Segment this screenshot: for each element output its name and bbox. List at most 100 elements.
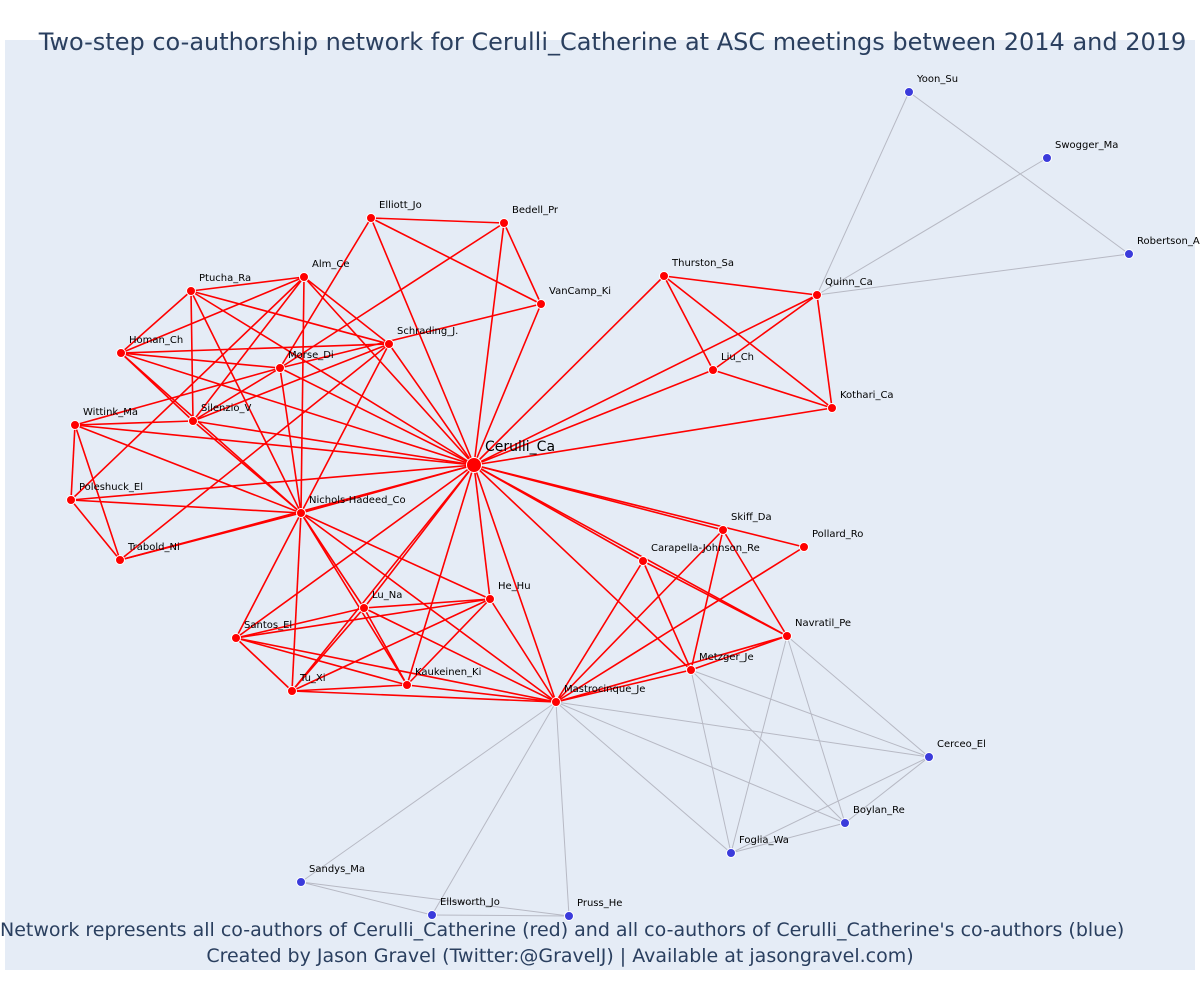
node-Mastrocinque_Je[interactable]: [551, 697, 561, 707]
node-Quinn_Ca[interactable]: [812, 290, 822, 300]
edge-Mastrocinque_Je-Sandys_Ma: [300, 701, 557, 883]
edge-Yoon_Su-Quinn_Ca: [816, 91, 910, 296]
edge-Metzger_Je-Mastrocinque_Je: [555, 669, 692, 703]
edge-Elliott_Jo-VanCamp_Ki: [370, 217, 542, 305]
node-Morse_Di[interactable]: [275, 363, 285, 373]
edge-Cerulli_Ca-Santos_El: [235, 464, 475, 639]
node-label-Liu_Ch: Liu_Ch: [721, 352, 754, 363]
edge-Metzger_Je-Foglia_Wa: [690, 669, 732, 854]
node-Pollard_Ro[interactable]: [799, 542, 809, 552]
edge-Wittink_Ma-Poleshuck_El: [70, 424, 76, 501]
edge-He_Hu-Mastrocinque_Je: [489, 598, 557, 703]
node-Yoon_Su[interactable]: [904, 87, 914, 97]
edge-Wittink_Ma-Nichols-Hadeed_Co: [74, 424, 302, 514]
edge-Sandys_Ma-Ellsworth_Jo: [300, 881, 433, 916]
node-Cerulli_Ca[interactable]: [466, 457, 482, 473]
edge-Carapella-Johnson_Re-Metzger_Je: [642, 560, 692, 671]
node-Santos_El[interactable]: [231, 633, 241, 643]
node-Skiff_Da[interactable]: [718, 525, 728, 535]
node-Elliott_Jo[interactable]: [366, 213, 376, 223]
node-Sandys_Ma[interactable]: [296, 877, 306, 887]
edge-Navratil_Pe-Mastrocinque_Je: [555, 635, 788, 703]
node-Bedell_Pr[interactable]: [499, 218, 509, 228]
edge-Lu_Na-Kaukeinen_Ki: [363, 607, 408, 686]
edge-Skiff_Da-Mastrocinque_Je: [555, 529, 724, 703]
node-label-Nichols-Hadeed_Co: Nichols-Hadeed_Co: [309, 495, 406, 506]
plot-background: [5, 40, 1195, 970]
node-VanCamp_Ki[interactable]: [536, 299, 546, 309]
edge-Skiff_Da-Navratil_Pe: [722, 529, 788, 637]
node-Silenzio_V[interactable]: [188, 416, 198, 426]
node-label-He_Hu: He_Hu: [498, 581, 531, 592]
node-Homan_Ch[interactable]: [116, 348, 126, 358]
node-label-Swogger_Ma: Swogger_Ma: [1055, 140, 1118, 151]
node-Carapella-Johnson_Re[interactable]: [638, 556, 648, 566]
edge-Skiff_Da-Metzger_Je: [690, 529, 724, 671]
edge-Mastrocinque_Je-Pruss_He: [555, 701, 570, 917]
node-label-Boylan_Re: Boylan_Re: [853, 805, 905, 816]
edge-Cerulli_Ca-Liu_Ch: [473, 369, 714, 466]
edge-Santos_El-Tu_Xi: [235, 637, 293, 692]
node-Kothari_Ca[interactable]: [827, 403, 837, 413]
edge-Silenzio_V-Nichols-Hadeed_Co: [192, 420, 302, 514]
node-Trabold_Ni[interactable]: [115, 555, 125, 565]
edge-Cerulli_Ca-Tu_Xi: [291, 464, 475, 692]
edge-Mastrocinque_Je-Ellsworth_Jo: [431, 701, 557, 916]
node-Swogger_Ma[interactable]: [1042, 153, 1052, 163]
edge-Robertson_A-Quinn_Ca: [816, 253, 1130, 296]
edge-He_Hu-Tu_Xi: [291, 598, 491, 692]
edge-Cerulli_Ca-Poleshuck_El: [70, 464, 475, 501]
node-label-Yoon_Su: Yoon_Su: [916, 74, 958, 85]
node-Ellsworth_Jo[interactable]: [427, 910, 437, 920]
node-Navratil_Pe[interactable]: [782, 631, 792, 641]
node-Liu_Ch[interactable]: [708, 365, 718, 375]
edge-He_Hu-Lu_Na: [363, 598, 491, 609]
node-label-Silenzio_V: Silenzio_V: [201, 403, 252, 414]
node-Metzger_Je[interactable]: [686, 665, 696, 675]
node-label-Quinn_Ca: Quinn_Ca: [825, 277, 873, 288]
node-Alm_Ce[interactable]: [299, 272, 309, 282]
node-Robertson_A[interactable]: [1124, 249, 1134, 259]
edge-Morse_Di-Nichols-Hadeed_Co: [279, 367, 302, 514]
node-label-Carapella-Johnson_Re: Carapella-Johnson_Re: [651, 543, 760, 554]
node-Pruss_He[interactable]: [564, 911, 574, 921]
edge-Ptucha_Ra-Nichols-Hadeed_Co: [190, 290, 302, 514]
edge-Lu_Na-Mastrocinque_Je: [363, 607, 557, 703]
node-label-Pollard_Ro: Pollard_Ro: [812, 529, 863, 540]
edge-He_Hu-Santos_El: [235, 598, 491, 639]
edge-Tu_Xi-Kaukeinen_Ki: [291, 684, 408, 692]
edge-Ptucha_Ra-Silenzio_V: [190, 290, 194, 422]
edge-Morse_Di-Wittink_Ma: [74, 367, 281, 426]
edge-Santos_El-Kaukeinen_Ki: [235, 637, 408, 686]
node-Wittink_Ma[interactable]: [70, 420, 80, 430]
edge-Trabold_Ni-Nichols-Hadeed_Co: [119, 512, 302, 561]
edge-Cerulli_Ca-Ptucha_Ra: [190, 290, 475, 466]
node-label-Schrading_J: Schrading_J.: [397, 326, 458, 337]
node-Tu_Xi[interactable]: [287, 686, 297, 696]
edge-He_Hu-Kaukeinen_Ki: [406, 598, 491, 686]
edge-Wittink_Ma-Trabold_Ni: [74, 424, 121, 561]
node-Boylan_Re[interactable]: [840, 818, 850, 828]
node-Nichols-Hadeed_Co[interactable]: [296, 508, 306, 518]
node-Foglia_Wa[interactable]: [726, 848, 736, 858]
node-He_Hu[interactable]: [485, 594, 495, 604]
edge-Ellsworth_Jo-Pruss_He: [431, 914, 570, 917]
edges-layer: [70, 91, 1130, 917]
edge-Thurston_Sa-Liu_Ch: [663, 275, 714, 371]
edge-Mastrocinque_Je-Boylan_Re: [555, 701, 846, 824]
edge-Carapella-Johnson_Re-Navratil_Pe: [642, 560, 788, 637]
node-Kaukeinen_Ki[interactable]: [402, 680, 412, 690]
edge-Bedell_Pr-VanCamp_Ki: [503, 222, 542, 305]
node-Lu_Na[interactable]: [359, 603, 369, 613]
node-Cerceo_El[interactable]: [924, 752, 934, 762]
node-label-Bedell_Pr: Bedell_Pr: [512, 205, 559, 216]
node-Ptucha_Ra[interactable]: [186, 286, 196, 296]
edge-Cerulli_Ca-Alm_Ce: [303, 276, 475, 466]
node-Schrading_J[interactable]: [384, 339, 394, 349]
node-Thurston_Sa[interactable]: [659, 271, 669, 281]
edge-Cerulli_Ca-Metzger_Je: [473, 464, 692, 671]
node-Poleshuck_El[interactable]: [66, 495, 76, 505]
node-label-Pruss_He: Pruss_He: [577, 898, 622, 909]
node-label-Ellsworth_Jo: Ellsworth_Jo: [440, 897, 500, 908]
edge-Swogger_Ma-Quinn_Ca: [816, 157, 1048, 296]
